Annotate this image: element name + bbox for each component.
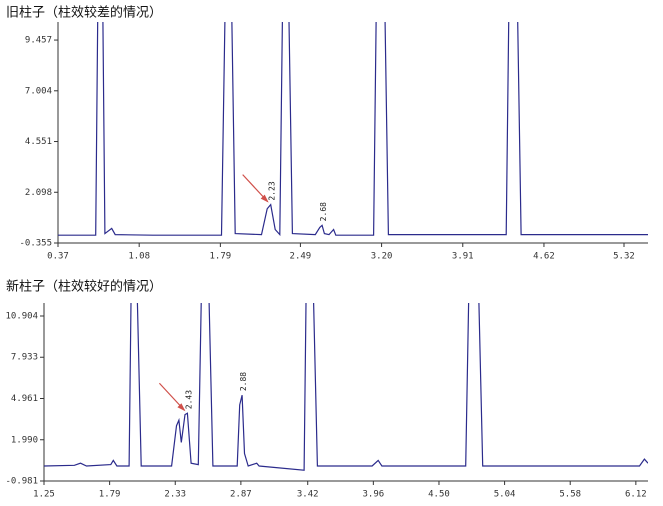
peak-label: 2.43 bbox=[184, 390, 193, 409]
x-tick-label: 3.20 bbox=[371, 252, 393, 262]
x-tick-label: 0.37 bbox=[47, 252, 69, 262]
x-tick-label: 3.91 bbox=[452, 252, 474, 262]
trace bbox=[44, 303, 648, 471]
x-tick-label: 1.25 bbox=[33, 490, 55, 500]
x-tick-label: 1.79 bbox=[99, 490, 121, 500]
y-tick-label: -0.981 bbox=[5, 477, 38, 487]
x-tick-label: 4.62 bbox=[533, 252, 555, 262]
y-tick-label: 7.933 bbox=[11, 353, 38, 363]
chart-title: 旧柱子（柱效较差的情况） bbox=[6, 5, 162, 21]
trace bbox=[58, 22, 648, 237]
x-tick-label: 2.49 bbox=[290, 252, 312, 262]
y-tick-label: 9.457 bbox=[25, 36, 52, 46]
x-tick-label: 1.08 bbox=[128, 252, 150, 262]
y-tick-label: 1.990 bbox=[11, 435, 38, 445]
x-tick-label: 5.32 bbox=[613, 252, 635, 262]
y-tick-label: 2.098 bbox=[25, 188, 52, 198]
y-tick-label: 4.551 bbox=[25, 137, 52, 147]
x-tick-label: 5.04 bbox=[494, 490, 516, 500]
peak-label: 2.88 bbox=[239, 372, 248, 391]
x-tick-label: 2.33 bbox=[164, 490, 186, 500]
y-tick-label: 7.004 bbox=[25, 86, 52, 96]
peak-label: 2.23 bbox=[268, 181, 277, 200]
x-tick-label: 1.79 bbox=[210, 252, 232, 262]
arrow-head bbox=[260, 194, 269, 203]
y-tick-label: 10.904 bbox=[5, 311, 38, 321]
x-tick-label: 3.42 bbox=[297, 490, 319, 500]
x-tick-label: 3.96 bbox=[363, 490, 385, 500]
arrow-head bbox=[177, 403, 186, 412]
x-tick-label: 4.50 bbox=[428, 490, 450, 500]
peak-label: 2.68 bbox=[319, 202, 328, 221]
y-tick-label: -0.355 bbox=[19, 239, 52, 249]
chart-title: 新柱子（柱效较好的情况） bbox=[6, 279, 162, 295]
x-tick-label: 6.12 bbox=[625, 490, 647, 500]
y-tick-label: 4.961 bbox=[11, 394, 38, 404]
x-tick-label: 2.87 bbox=[230, 490, 252, 500]
x-tick-label: 5.58 bbox=[559, 490, 581, 500]
